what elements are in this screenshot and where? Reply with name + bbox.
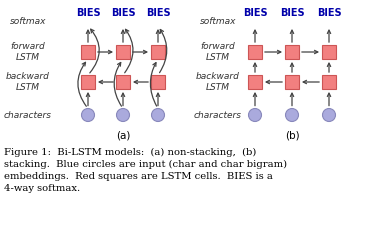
Bar <box>81 45 95 59</box>
Bar <box>322 75 336 89</box>
Circle shape <box>116 109 129 122</box>
Text: (a): (a) <box>116 130 130 140</box>
Text: BIES: BIES <box>76 8 100 18</box>
Circle shape <box>151 109 164 122</box>
Text: BIES: BIES <box>111 8 135 18</box>
Bar <box>248 75 262 89</box>
Text: BIES: BIES <box>146 8 170 18</box>
Circle shape <box>323 109 335 122</box>
Text: characters: characters <box>4 111 52 120</box>
Text: forward
LSTM: forward LSTM <box>10 42 46 62</box>
Text: Figure 1:  Bi-LSTM models:  (a) non-stacking,  (b)
stacking.  Blue circles are i: Figure 1: Bi-LSTM models: (a) non-stacki… <box>4 148 287 193</box>
Text: softmax: softmax <box>10 17 46 27</box>
Bar <box>322 45 336 59</box>
Bar <box>81 75 95 89</box>
Bar <box>285 75 299 89</box>
Circle shape <box>81 109 94 122</box>
Bar <box>151 75 165 89</box>
Text: backward
LSTM: backward LSTM <box>6 72 50 92</box>
Text: softmax: softmax <box>200 17 236 27</box>
Text: characters: characters <box>194 111 242 120</box>
Bar <box>248 45 262 59</box>
Text: backward
LSTM: backward LSTM <box>196 72 240 92</box>
Text: BIES: BIES <box>317 8 341 18</box>
Text: BIES: BIES <box>243 8 267 18</box>
Bar <box>116 75 130 89</box>
Text: forward
LSTM: forward LSTM <box>201 42 235 62</box>
Text: BIES: BIES <box>280 8 304 18</box>
Bar <box>151 45 165 59</box>
Circle shape <box>285 109 298 122</box>
Text: (b): (b) <box>285 130 299 140</box>
Circle shape <box>248 109 261 122</box>
Bar <box>285 45 299 59</box>
Bar <box>116 45 130 59</box>
